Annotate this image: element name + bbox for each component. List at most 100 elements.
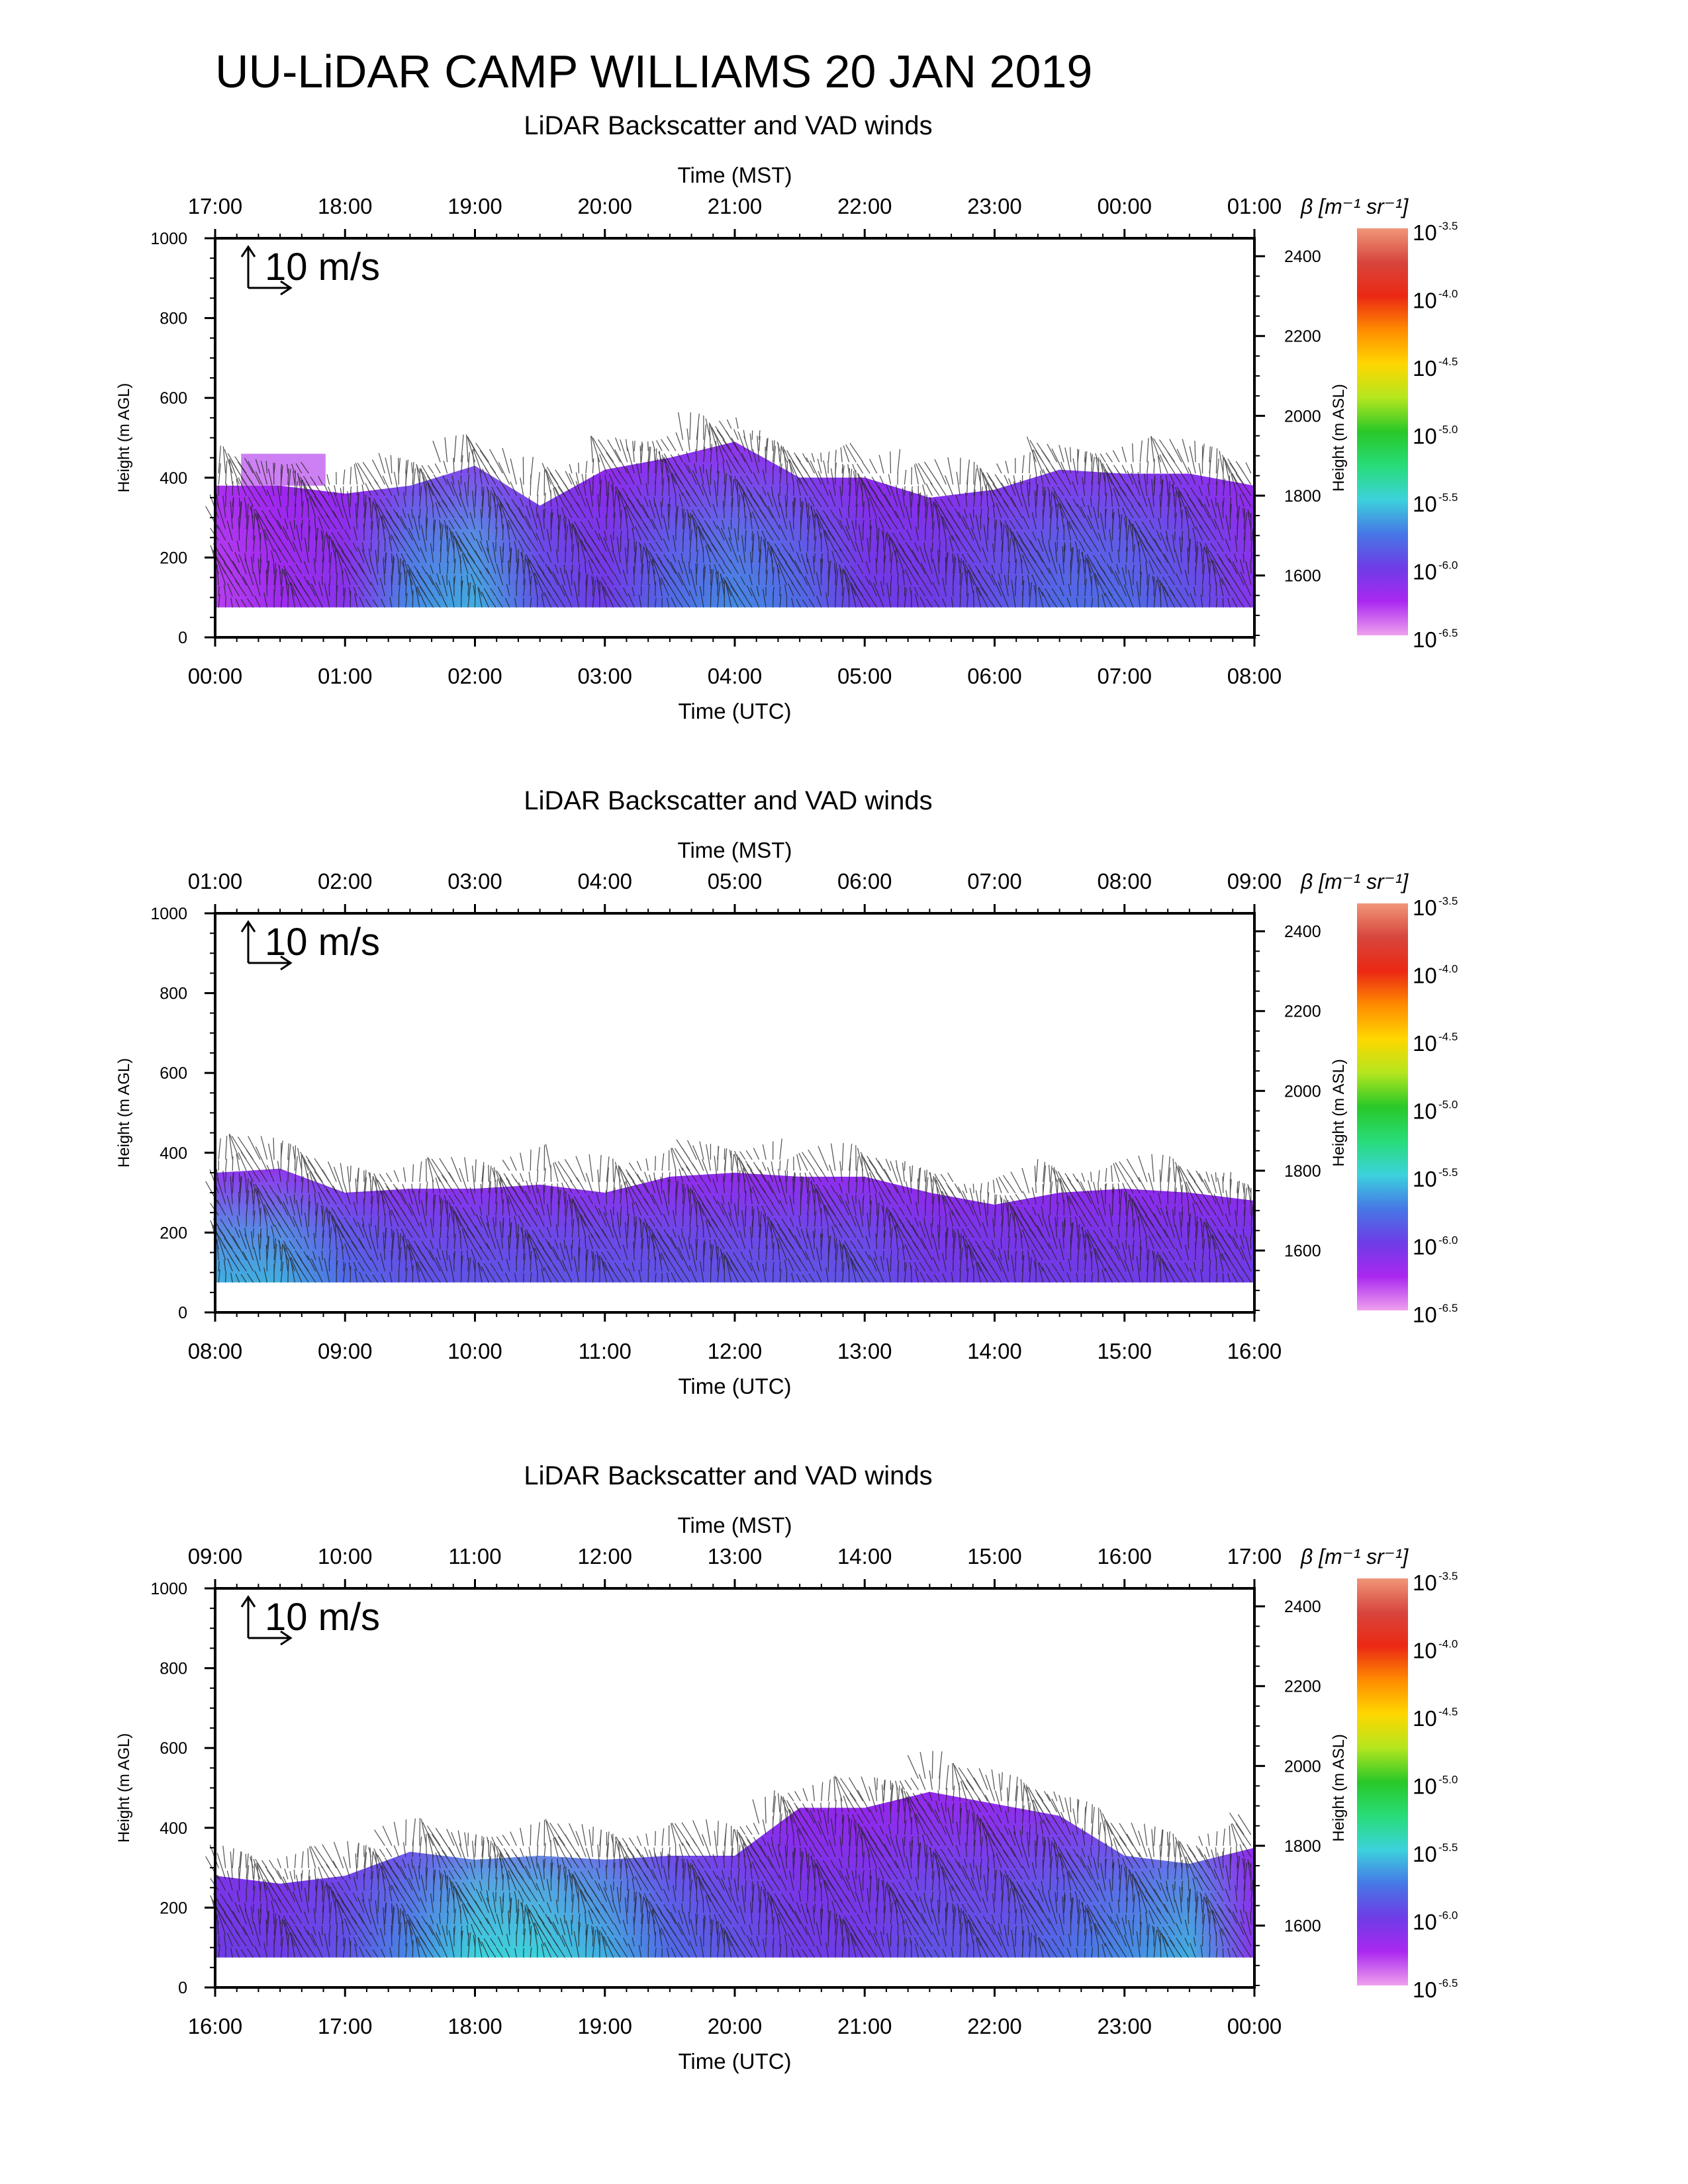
wind-vector xyxy=(603,586,614,608)
wind-vector xyxy=(789,542,794,552)
wind-vector xyxy=(991,1240,996,1250)
wind-vector xyxy=(849,1251,864,1272)
wind-vector xyxy=(1223,497,1225,507)
wind-vector xyxy=(917,1167,920,1182)
wind-vector xyxy=(823,460,829,485)
bottom-axis-label: Time (UTC) xyxy=(678,1374,791,1398)
wind-vector xyxy=(282,569,289,586)
wind-vector xyxy=(523,578,526,596)
wind-vector xyxy=(693,518,704,541)
wind-vector xyxy=(647,447,651,474)
wind-vector xyxy=(1179,1211,1182,1238)
wind-vector xyxy=(741,1210,746,1238)
wind-vector xyxy=(873,582,884,608)
wind-vector xyxy=(313,1908,316,1925)
wind-vector xyxy=(496,563,504,586)
colorbar-tick-exponent: -4.5 xyxy=(1438,1030,1458,1043)
wind-vector xyxy=(446,1213,450,1238)
wind-vector xyxy=(377,1890,380,1902)
wind-vector xyxy=(604,1205,608,1216)
wind-vector xyxy=(550,508,553,518)
wind-vector xyxy=(483,1263,489,1272)
wind-vector xyxy=(486,540,490,552)
wind-vector xyxy=(244,457,254,474)
wind-vector xyxy=(265,1866,275,1880)
wind-vector xyxy=(1115,1162,1127,1183)
wind-vector xyxy=(413,1915,420,1925)
wind-vector xyxy=(601,1926,607,1936)
wind-vector xyxy=(1033,1259,1037,1272)
wind-vector xyxy=(702,463,704,474)
wind-vector xyxy=(614,1923,621,1936)
wind-vector xyxy=(1161,583,1168,597)
wind-vector xyxy=(594,1880,600,1891)
wind-vector xyxy=(391,1250,393,1271)
wind-vector xyxy=(835,1238,837,1261)
wind-vector xyxy=(1204,543,1210,552)
colorbar-tick-base: 10 xyxy=(1413,220,1437,245)
wind-vector xyxy=(502,447,510,474)
wind-vector xyxy=(266,1911,269,1925)
wind-vector xyxy=(988,475,1002,496)
wind-vector xyxy=(1201,546,1205,574)
wind-vector xyxy=(852,463,857,474)
wind-vector xyxy=(686,1184,690,1193)
wind-vector xyxy=(807,515,811,541)
wind-vector xyxy=(651,1909,656,1936)
wind-vector xyxy=(218,594,220,608)
wind-vector xyxy=(969,513,974,529)
wind-vector xyxy=(1015,1193,1023,1205)
wind-vector xyxy=(1084,557,1086,586)
wind-vector xyxy=(1221,578,1231,597)
wind-vector xyxy=(675,596,684,608)
wind-vector xyxy=(1149,520,1154,529)
wind-vector xyxy=(737,495,741,518)
wind-vector xyxy=(227,1257,233,1272)
wind-vector xyxy=(737,1845,741,1868)
wind-vector xyxy=(699,466,704,485)
wind-vector xyxy=(578,1913,581,1925)
colorbar-tick-exponent: -3.5 xyxy=(1438,895,1458,907)
wind-vector xyxy=(726,419,732,429)
wind-vector xyxy=(369,1847,372,1868)
wind-vector xyxy=(543,1859,545,1880)
wind-vector xyxy=(839,548,850,563)
wind-vector xyxy=(1138,1177,1148,1194)
wind-vector xyxy=(252,496,261,508)
wind-vector xyxy=(591,1214,607,1238)
wind-vector xyxy=(284,1868,289,1880)
wind-vector xyxy=(680,1269,690,1283)
wind-vector xyxy=(348,586,351,596)
wind-vector xyxy=(681,553,684,563)
wind-vector xyxy=(618,471,628,485)
wind-vector xyxy=(634,1846,642,1858)
wind-vector xyxy=(402,1842,406,1857)
wind-vector xyxy=(523,1232,526,1261)
wind-vector xyxy=(1209,584,1211,596)
wind-vector xyxy=(1015,518,1023,529)
wind-vector xyxy=(455,1212,469,1238)
wind-vector xyxy=(804,576,815,597)
wind-vector xyxy=(244,559,254,586)
wind-vector xyxy=(267,1143,275,1171)
right-tick-label: 1800 xyxy=(1284,487,1321,506)
wind-vector xyxy=(1228,1233,1238,1250)
wind-vector xyxy=(557,1864,561,1891)
wind-vector xyxy=(835,563,837,586)
wind-vector xyxy=(532,1905,538,1913)
wind-vector xyxy=(682,1842,690,1858)
wind-vector xyxy=(746,1839,760,1858)
wind-vector xyxy=(467,1933,469,1946)
wind-vector xyxy=(557,1858,559,1868)
wind-vector xyxy=(791,582,801,597)
wind-vector xyxy=(242,576,254,597)
wind-vector xyxy=(321,1866,330,1880)
wind-vector xyxy=(405,1245,408,1271)
wind-vector xyxy=(710,1893,725,1913)
wind-vector xyxy=(322,1905,324,1925)
wind-vector xyxy=(571,1199,573,1227)
wind-vector xyxy=(1141,1214,1154,1238)
wind-vector xyxy=(692,1838,704,1858)
wind-vector xyxy=(483,1938,489,1947)
wind-vector xyxy=(1153,475,1156,485)
